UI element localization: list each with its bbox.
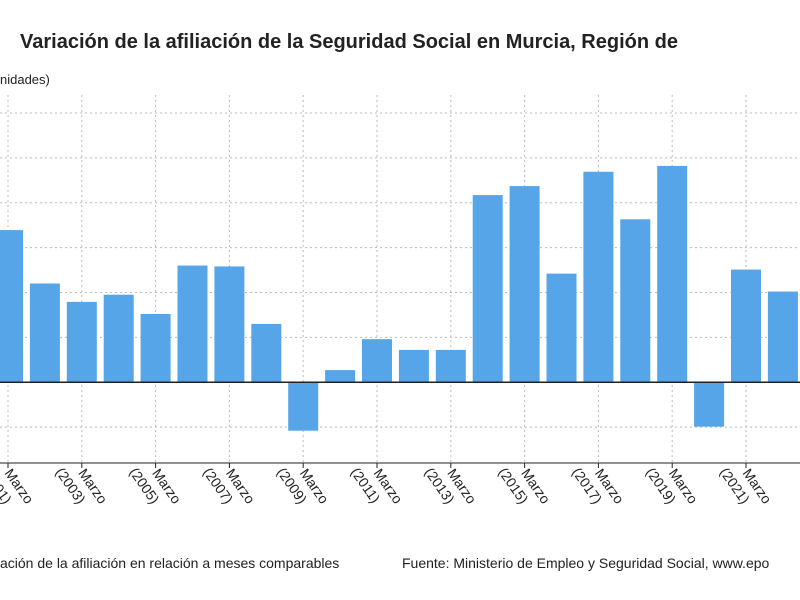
chart-note: ación de la afiliación en relación a mes… <box>0 555 339 571</box>
bar <box>288 382 319 431</box>
x-tick-label: Marzo(2001) <box>0 454 37 517</box>
bar <box>325 370 356 383</box>
bar <box>398 349 429 383</box>
bar <box>103 294 134 383</box>
bar <box>177 265 208 383</box>
bar <box>251 323 282 383</box>
bar <box>140 314 171 383</box>
bar <box>620 219 651 383</box>
bar <box>767 291 798 383</box>
chart-subtitle: nidades) <box>0 72 50 87</box>
bar <box>0 230 23 383</box>
bar <box>546 273 577 383</box>
bar <box>694 382 725 427</box>
chart-title: Variación de la afiliación de la Segurid… <box>20 31 678 53</box>
bar <box>657 165 688 383</box>
bar <box>362 339 392 383</box>
chart-source: Fuente: Ministerio de Empleo y Seguridad… <box>402 555 770 571</box>
bar <box>214 266 245 383</box>
bar <box>731 269 761 383</box>
bar <box>29 283 60 383</box>
bar <box>583 171 614 383</box>
bar <box>435 349 466 383</box>
bar <box>472 195 503 383</box>
bar <box>509 186 540 383</box>
bar <box>66 301 97 383</box>
